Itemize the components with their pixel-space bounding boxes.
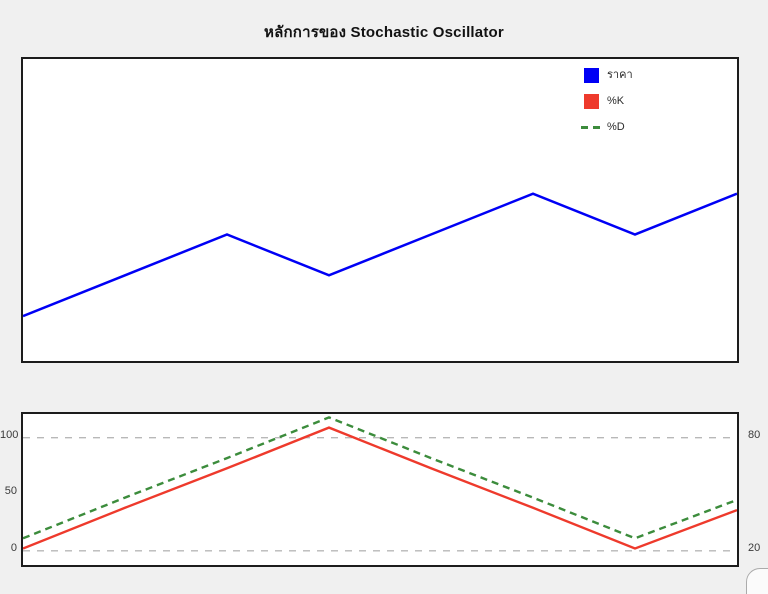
legend: ราคา %K %D xyxy=(581,68,633,146)
stochastic-panel xyxy=(21,412,739,567)
legend-item-percent-k: %K xyxy=(584,94,633,109)
chart-title: หลักการของ Stochastic Oscillator xyxy=(264,24,504,41)
price-panel: ราคา %K %D xyxy=(21,57,739,363)
legend-label-percent-k: %K xyxy=(607,95,625,107)
percent-k-line xyxy=(23,426,737,550)
corner-widget xyxy=(746,568,768,594)
y-tick-label-left: 100 xyxy=(0,428,19,441)
legend-item-price: ราคา xyxy=(584,68,633,83)
y-tick-label-left: 50 xyxy=(4,485,17,497)
price-swatch-icon xyxy=(584,68,599,83)
y-tick-label-left: 0 xyxy=(10,541,17,554)
legend-label-price: ราคา xyxy=(607,69,633,81)
percent-k-swatch-icon xyxy=(584,94,599,109)
legend-item-percent-d: %D xyxy=(581,120,633,135)
percent-d-line xyxy=(23,416,737,540)
y-tick-label-right: 80 xyxy=(748,428,761,441)
price-plot-area xyxy=(23,192,737,318)
y-tick-label-right: 20 xyxy=(748,541,761,554)
stochastic-plot-area xyxy=(23,416,737,552)
percent-d-swatch-icon xyxy=(581,126,602,129)
price-line xyxy=(23,192,737,318)
legend-label-percent-d: %D xyxy=(607,121,625,133)
